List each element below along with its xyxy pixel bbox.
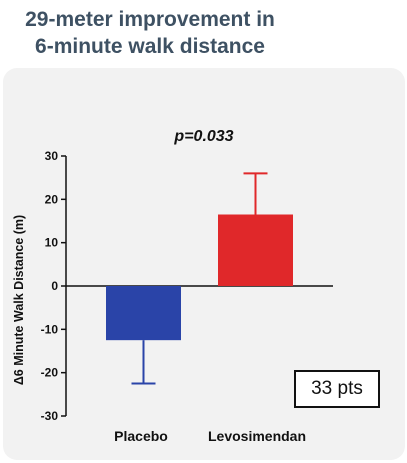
y-axis-label: Δ6 Minute Walk Distance (m) (12, 215, 26, 385)
y-tick-label: 0 (51, 279, 58, 293)
y-tick-label: -20 (41, 366, 59, 380)
p-value-annotation: p=0.033 (173, 128, 233, 145)
title-line-1: 29-meter improvement in (25, 8, 275, 31)
y-tick-label: 30 (45, 149, 59, 163)
x-category-label: Levosimendan (208, 428, 306, 444)
pts-box: 33 pts (294, 370, 380, 408)
placebo-bar (106, 286, 181, 341)
levosimendan-bar (218, 214, 293, 286)
y-tick-label: 10 (45, 236, 59, 250)
title-line-2: 6-minute walk distance (35, 35, 265, 58)
y-tick-label: 20 (45, 192, 59, 206)
slide-title: 29-meter improvement in 6-minute walk di… (0, 6, 300, 60)
x-category-label: Placebo (114, 428, 168, 444)
y-tick-label: -30 (41, 409, 59, 423)
y-tick-label: -10 (41, 322, 59, 336)
